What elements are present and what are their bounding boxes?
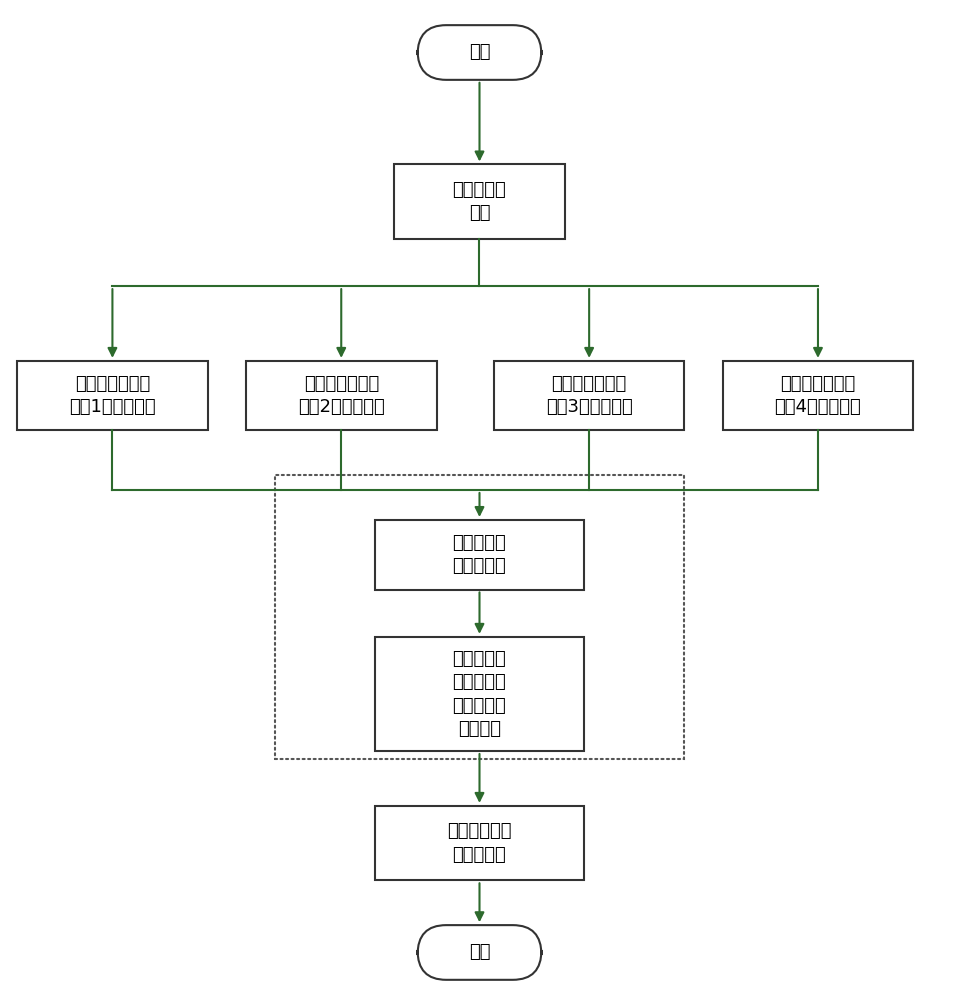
Bar: [246, 361, 436, 430]
Text: 计算得到候
选配时方案: 计算得到候 选配时方案: [453, 534, 506, 575]
Text: 开始: 开始: [469, 43, 490, 62]
Bar: [375, 520, 584, 589]
Bar: [17, 361, 208, 430]
Text: 视频检测器检测
相位2处的占时比: 视频检测器检测 相位2处的占时比: [298, 375, 385, 416]
Text: 控制参数初
始化: 控制参数初 始化: [453, 181, 506, 222]
Text: 视频检测器检测
相位1处的占时比: 视频检测器检测 相位1处的占时比: [69, 375, 155, 416]
Bar: [494, 361, 685, 430]
Bar: [375, 806, 584, 880]
Text: 各配时方案
的占时比方
差最小和最
大值最小: 各配时方案 的占时比方 差最小和最 大值最小: [453, 650, 506, 738]
FancyBboxPatch shape: [417, 925, 542, 980]
Text: 视频检测器检测
相位4处的占时比: 视频检测器检测 相位4处的占时比: [775, 375, 861, 416]
Bar: [723, 361, 913, 430]
Bar: [394, 164, 565, 239]
Text: 视频检测器检测
相位3处的占时比: 视频检测器检测 相位3处的占时比: [546, 375, 633, 416]
Bar: [375, 637, 584, 751]
Text: 结束: 结束: [469, 943, 490, 961]
FancyBboxPatch shape: [417, 25, 542, 80]
Text: 下一周期的最
优配时方案: 下一周期的最 优配时方案: [447, 822, 512, 864]
Bar: [274, 475, 685, 759]
